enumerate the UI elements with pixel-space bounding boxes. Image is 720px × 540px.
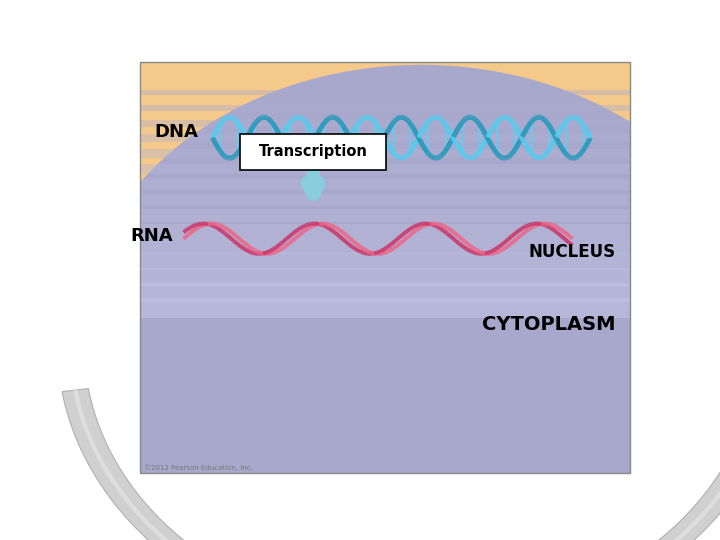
Text: ©2012 Pearson Education, Inc.: ©2012 Pearson Education, Inc. bbox=[144, 464, 253, 471]
Text: DNA: DNA bbox=[154, 123, 198, 141]
Bar bbox=[140, 208, 630, 222]
Text: Figure 10.6A_s2: Figure 10.6A_s2 bbox=[14, 14, 114, 26]
Text: Transcription: Transcription bbox=[258, 144, 368, 159]
Bar bbox=[140, 268, 630, 286]
Text: CYTOPLASM: CYTOPLASM bbox=[482, 314, 616, 334]
Ellipse shape bbox=[76, 65, 720, 540]
Bar bbox=[140, 224, 630, 238]
Bar bbox=[0, 0, 140, 540]
Bar bbox=[140, 238, 630, 254]
Bar bbox=[140, 119, 630, 126]
Bar bbox=[140, 194, 630, 206]
Bar bbox=[140, 134, 630, 143]
Bar bbox=[140, 253, 630, 270]
Bar bbox=[140, 90, 630, 94]
Bar bbox=[140, 0, 630, 62]
Bar bbox=[140, 179, 630, 190]
Polygon shape bbox=[62, 346, 720, 540]
Text: RNA: RNA bbox=[130, 227, 173, 245]
Text: NUCLEUS: NUCLEUS bbox=[528, 243, 616, 261]
Bar bbox=[140, 105, 630, 111]
Bar bbox=[140, 149, 630, 158]
Bar bbox=[140, 62, 630, 472]
FancyBboxPatch shape bbox=[240, 134, 386, 170]
Bar bbox=[140, 283, 630, 302]
Bar bbox=[630, 0, 720, 540]
Bar bbox=[140, 298, 630, 318]
Bar bbox=[140, 472, 630, 540]
Bar bbox=[140, 164, 630, 174]
